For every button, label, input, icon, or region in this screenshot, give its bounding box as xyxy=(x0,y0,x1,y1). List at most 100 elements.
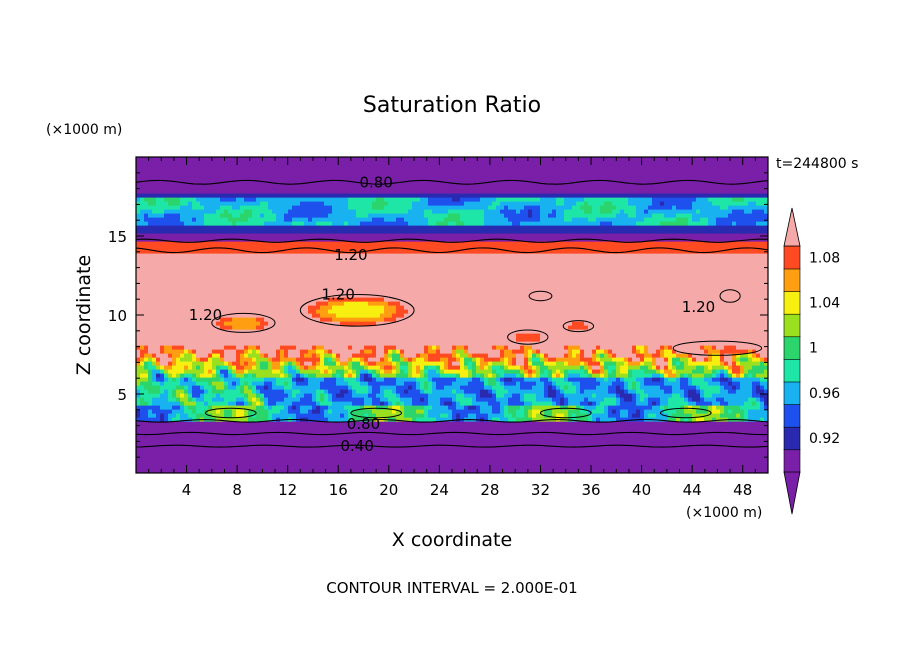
field-cell xyxy=(184,425,189,430)
field-cell xyxy=(524,469,529,473)
field-cell xyxy=(260,381,265,386)
field-cell xyxy=(352,425,357,430)
field-cell xyxy=(528,353,533,358)
field-cell xyxy=(160,445,165,450)
field-cell xyxy=(316,345,321,350)
field-cell xyxy=(244,457,249,462)
field-cell xyxy=(452,413,457,418)
field-cell xyxy=(484,389,489,394)
field-cell xyxy=(436,377,441,382)
field-cell xyxy=(548,397,553,402)
field-cell xyxy=(640,361,645,366)
field-cell xyxy=(556,421,561,426)
field-cell xyxy=(444,393,449,398)
field-cell xyxy=(324,469,329,473)
field-cell xyxy=(560,401,565,406)
field-cell xyxy=(732,377,737,382)
field-cell xyxy=(244,349,249,354)
field-cell xyxy=(696,433,701,438)
field-cell xyxy=(584,425,589,430)
field-cell xyxy=(580,469,585,473)
field-cell xyxy=(196,453,201,458)
field-cell xyxy=(240,421,245,426)
field-cell xyxy=(396,349,401,354)
field-cell xyxy=(528,457,533,462)
field-cell xyxy=(752,469,757,473)
field-cell xyxy=(348,389,353,394)
field-cell xyxy=(164,409,169,414)
field-cell xyxy=(408,377,413,382)
field-cell xyxy=(660,417,665,422)
field-cell xyxy=(676,357,681,362)
field-cell xyxy=(508,381,513,386)
field-cell xyxy=(376,457,381,462)
field-cell xyxy=(648,381,653,386)
field-cell xyxy=(484,429,489,434)
field-cell xyxy=(468,389,473,394)
field-cell xyxy=(608,405,613,410)
field-cell xyxy=(684,457,689,462)
field-cell xyxy=(700,349,705,354)
field-cell xyxy=(248,445,253,450)
field-cell xyxy=(528,365,533,370)
field-cell xyxy=(364,373,369,378)
field-cell xyxy=(380,405,385,410)
field-cell xyxy=(564,437,569,442)
field-cell xyxy=(728,445,733,450)
field-cell xyxy=(584,441,589,446)
field-cell xyxy=(392,397,397,402)
field-cell xyxy=(340,361,345,366)
field-cell xyxy=(724,409,729,414)
field-cell xyxy=(408,433,413,438)
field-cell xyxy=(624,441,629,446)
field-cell xyxy=(344,401,349,406)
field-cell xyxy=(220,425,225,430)
field-cell xyxy=(184,357,189,362)
field-cell xyxy=(528,437,533,442)
field-cell xyxy=(500,397,505,402)
field-cell xyxy=(220,377,225,382)
field-cell xyxy=(208,361,213,366)
field-cell xyxy=(260,349,265,354)
x-axis-label: X coordinate xyxy=(392,529,512,551)
field-cell xyxy=(532,413,537,418)
field-cell xyxy=(748,385,753,390)
field-cell xyxy=(264,393,269,398)
field-cell xyxy=(512,461,517,466)
field-cell xyxy=(436,361,441,366)
field-cell xyxy=(568,465,573,470)
field-cell xyxy=(144,429,149,434)
field-cell xyxy=(408,429,413,434)
field-cell xyxy=(488,417,493,422)
field-cell xyxy=(208,433,213,438)
field-cell xyxy=(300,409,305,414)
field-cell xyxy=(624,425,629,430)
field-cell xyxy=(656,377,661,382)
field-cell xyxy=(620,465,625,470)
field-cell xyxy=(172,409,177,414)
field-cell xyxy=(336,401,341,406)
field-cell xyxy=(356,437,361,442)
field-cell xyxy=(380,433,385,438)
field-cell xyxy=(428,389,433,394)
field-cell xyxy=(432,389,437,394)
field-cell xyxy=(332,377,337,382)
field-cell xyxy=(716,385,721,390)
field-cell xyxy=(276,401,281,406)
field-cell xyxy=(688,401,693,406)
field-cell xyxy=(376,381,381,386)
field-cell xyxy=(476,449,481,454)
field-cell xyxy=(628,441,633,446)
field-cell xyxy=(140,349,145,354)
field-cell xyxy=(632,449,637,454)
field-cell xyxy=(396,393,401,398)
field-cell xyxy=(156,381,161,386)
field-cell xyxy=(620,357,625,362)
field-cell xyxy=(268,441,273,446)
field-cell xyxy=(700,469,705,473)
field-cell xyxy=(504,357,509,362)
field-cell xyxy=(256,445,261,450)
field-cell xyxy=(276,453,281,458)
field-cell xyxy=(252,381,257,386)
field-cell xyxy=(740,365,745,370)
